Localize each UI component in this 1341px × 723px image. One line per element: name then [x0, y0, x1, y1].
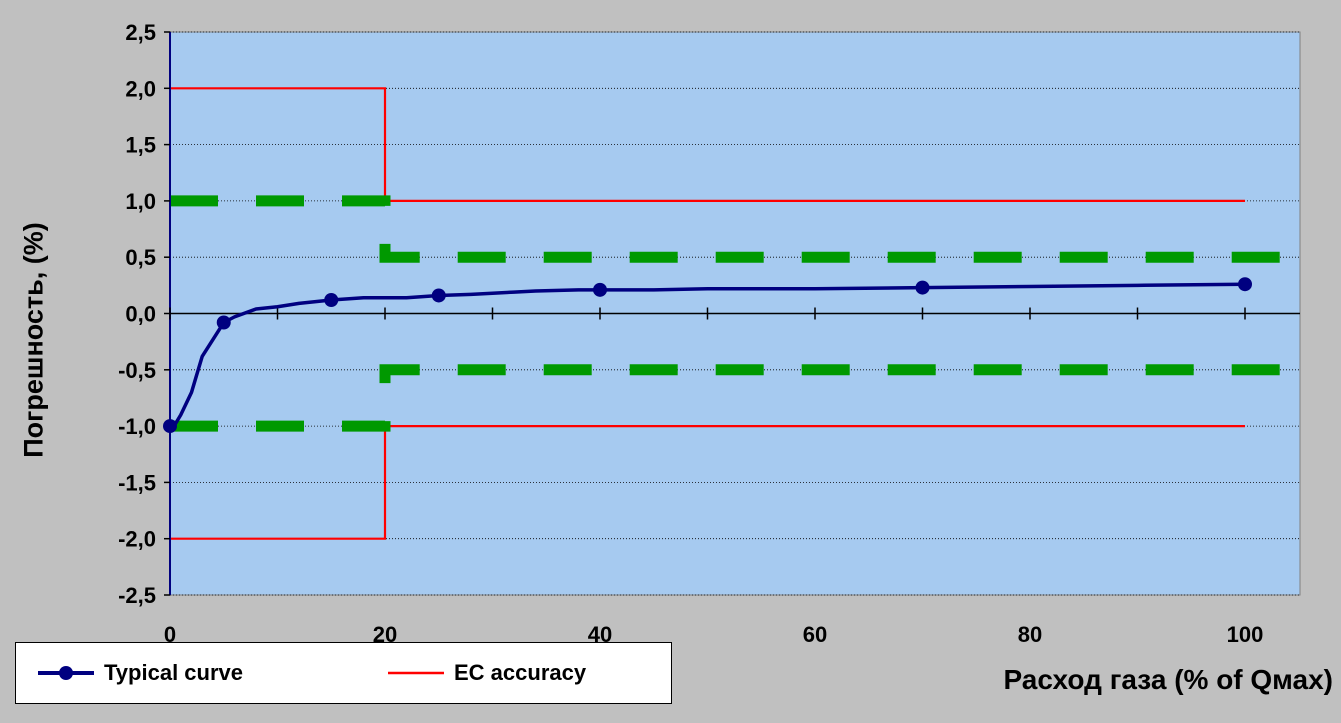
- ec-accuracy-upper: [170, 87, 1245, 202]
- y-tick-label-8: -1,5: [118, 470, 156, 495]
- x-tick-label-3: 60: [803, 622, 827, 647]
- y-tick-label-10: -2,5: [118, 583, 156, 608]
- x-axis-label: Расход газа (% of Qмах): [1003, 664, 1333, 695]
- green-dashed-upper: [170, 195, 1297, 263]
- y-tick-label-0: 2,5: [125, 20, 156, 45]
- x-tick-label-0: 0: [164, 622, 176, 647]
- legend-typical-label: Typical curve: [104, 660, 243, 685]
- y-tick-label-1: 2,0: [125, 76, 156, 101]
- legend-item-ec: EC accuracy: [386, 657, 586, 689]
- typical-curve-point-2: [324, 292, 339, 307]
- y-axis-label: Погрешность, (%): [18, 222, 49, 458]
- legend: Typical curve EC accuracy: [15, 642, 672, 704]
- legend-item-typical: Typical curve: [36, 657, 243, 689]
- typical-curve-point-3: [431, 288, 446, 303]
- typical-curve-point-4: [593, 282, 607, 297]
- green-dashed-lines: [170, 195, 1297, 432]
- typical-curve: [163, 277, 1252, 434]
- legend-ec-swatch: [388, 671, 444, 675]
- y-tick-label-3: 1,0: [125, 189, 156, 214]
- y-tick-label-9: -2,0: [118, 527, 156, 552]
- y-tick-label-2: 1,5: [125, 133, 156, 158]
- ec-accuracy-lines: [170, 87, 1245, 540]
- typical-curve-point-5: [915, 280, 930, 295]
- typical-curve-point-0: [163, 419, 177, 434]
- y-tick-label-4: 0,5: [125, 245, 156, 270]
- y-tick-label-7: -1,0: [118, 414, 156, 439]
- typical-curve-point-6: [1238, 277, 1252, 292]
- ec-accuracy-lower: [170, 425, 1245, 540]
- x-tick-label-5: 100: [1227, 622, 1264, 647]
- typical-curve-point-1: [216, 315, 231, 330]
- typical-curve-line: [169, 282, 1246, 428]
- axes: [164, 31, 1300, 596]
- y-tick-label-5: 0,0: [125, 302, 156, 327]
- legend-ec-label: EC accuracy: [454, 660, 587, 685]
- x-tick-label-4: 80: [1018, 622, 1042, 647]
- y-tick-label-6: -0,5: [118, 358, 156, 383]
- green-dashed-lower: [170, 364, 1297, 432]
- legend-typical-swatch: [38, 666, 94, 680]
